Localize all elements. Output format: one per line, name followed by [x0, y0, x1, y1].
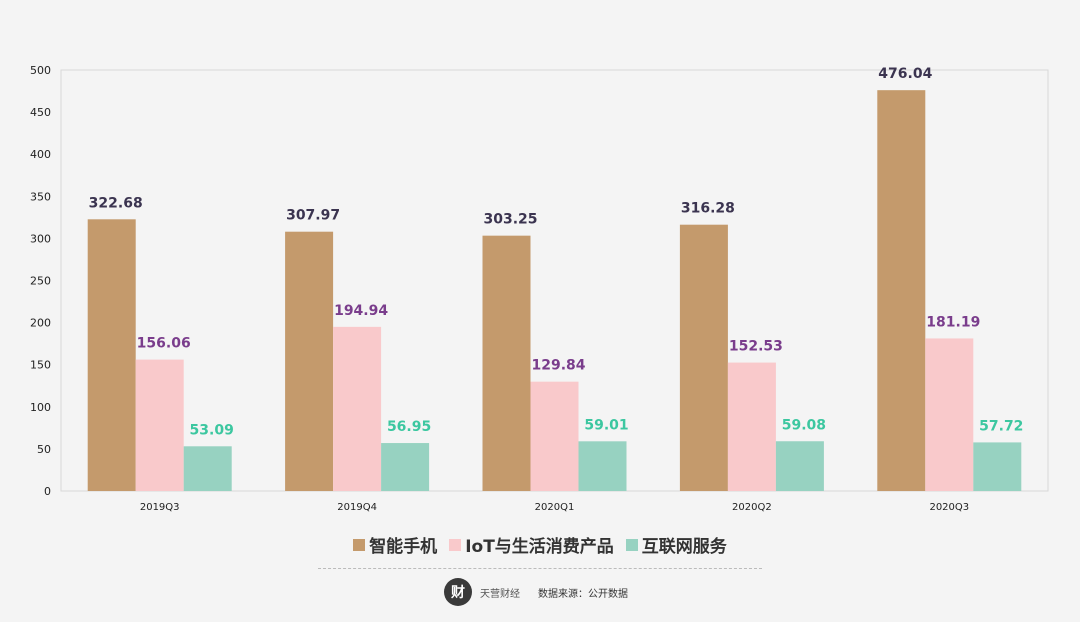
- brand-name: 天营财经: [480, 588, 520, 600]
- data-label: 303.25: [483, 212, 537, 228]
- bar: [482, 235, 531, 491]
- x-tick-label: 2019Q3: [140, 502, 180, 513]
- x-tick-label: 2020Q1: [535, 502, 575, 513]
- bar: [973, 442, 1022, 491]
- y-tick-label: 100: [30, 401, 51, 414]
- data-label: 129.84: [531, 358, 585, 374]
- data-source: 数据来源：公开数据: [538, 588, 628, 600]
- bar: [877, 90, 926, 491]
- data-label: 53.09: [190, 422, 234, 438]
- y-tick-label: 500: [30, 64, 51, 77]
- footer-divider: [318, 568, 762, 569]
- data-label: 152.53: [729, 339, 783, 355]
- data-label: 59.08: [782, 417, 826, 433]
- bar: [135, 359, 184, 491]
- data-label: 307.97: [286, 208, 340, 224]
- bar: [87, 219, 136, 491]
- legend-swatch-internet: [625, 538, 638, 551]
- legend-swatch-smartphone: [353, 538, 366, 551]
- brand-logo: 财: [444, 578, 472, 606]
- bar: [381, 443, 430, 491]
- x-tick-label: 2020Q3: [929, 502, 969, 513]
- y-tick-label: 300: [30, 232, 51, 245]
- y-tick-label: 450: [30, 106, 51, 119]
- y-tick-label: 0: [44, 485, 51, 498]
- legend-swatch-iot: [449, 538, 462, 551]
- bar: [285, 231, 334, 491]
- data-label: 476.04: [878, 66, 932, 82]
- legend-label-smartphone: 智能手机: [369, 537, 438, 557]
- data-label: 181.19: [926, 314, 980, 330]
- legend-item-smartphone: 智能手机: [353, 532, 437, 557]
- x-tick-label: 2020Q2: [732, 502, 772, 513]
- bar: [530, 381, 579, 491]
- data-label: 57.72: [979, 418, 1023, 434]
- footer: 财 天营财经 数据来源：公开数据: [444, 578, 628, 606]
- legend-label-iot: IoT与生活消费产品: [465, 537, 614, 557]
- y-tick-label: 350: [30, 190, 51, 203]
- bar: [727, 362, 776, 491]
- x-tick-label: 2019Q4: [337, 502, 377, 513]
- legend-label-internet: 互联网服务: [641, 537, 727, 557]
- data-label: 56.95: [387, 419, 431, 435]
- bar: [578, 441, 627, 491]
- bar: [333, 326, 382, 491]
- data-label: 156.06: [137, 336, 191, 352]
- bar: [925, 338, 974, 491]
- bar-chart: 0 50 100 150 200 250 300 350 400 450 500 322.68 156.…: [30, 64, 1049, 513]
- y-tick-label: 250: [30, 275, 51, 288]
- bar: [183, 446, 232, 491]
- bar: [679, 224, 728, 491]
- data-label: 322.68: [89, 195, 143, 211]
- data-label: 316.28: [681, 201, 735, 217]
- legend-item-internet: 互联网服务: [625, 532, 727, 557]
- bar: [775, 441, 824, 491]
- data-label: 194.94: [334, 303, 388, 319]
- legend: 智能手机 IoT与生活消费产品 互联网服务: [0, 532, 1080, 557]
- y-tick-label: 50: [37, 443, 51, 456]
- data-label: 59.01: [584, 417, 628, 433]
- y-tick-label: 400: [30, 148, 51, 161]
- y-tick-label: 150: [30, 359, 51, 372]
- y-tick-label: 200: [30, 317, 51, 330]
- legend-item-iot: IoT与生活消费产品: [449, 532, 614, 557]
